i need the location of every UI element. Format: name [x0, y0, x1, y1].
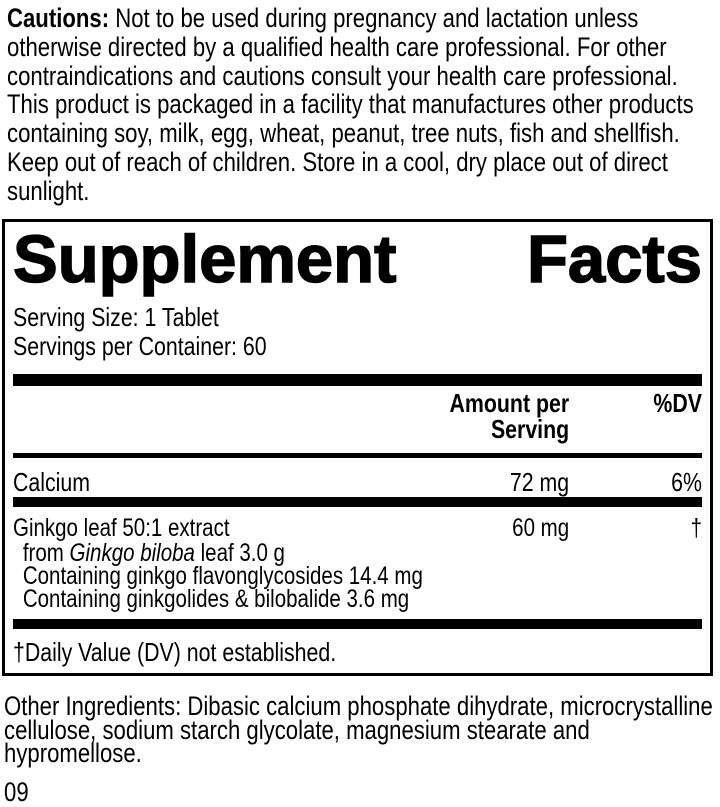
species-name: Ginkgo biloba: [69, 538, 195, 567]
divider-header: [13, 452, 702, 458]
supplement-label-page: Cautions: Not to be used during pregnanc…: [0, 4, 720, 807]
cautions-label: Cautions:: [7, 3, 110, 33]
header-spacer: [13, 390, 389, 442]
other-ingredients: Other Ingredients: Dibasic calcium phosp…: [4, 691, 713, 769]
table-header-wrap: Amount per Serving %DV: [13, 386, 702, 453]
ginkgo-ginkgolides-line: Containing ginkgolides & bilobalide 3.6 …: [22, 584, 410, 613]
column-amount-per-serving: Amount per Serving: [449, 387, 570, 444]
source-prefix: from: [22, 538, 70, 567]
divider-ginkgo: [13, 619, 702, 630]
table-header-row: Amount per Serving %DV: [13, 386, 702, 453]
title-word-supplement: Supplement: [12, 221, 397, 298]
servings-per-container: Servings per Container: 60: [13, 331, 267, 362]
ginkgo-source-line: from Ginkgo biloba leaf 3.0 g: [13, 538, 702, 567]
nutrient-amount: 72 mg: [509, 466, 570, 497]
divider-top-thick: [13, 373, 702, 386]
lot-code: 09: [4, 776, 29, 807]
cautions-body: Not to be used during pregnancy and lact…: [7, 3, 694, 206]
supplement-facts-panel: Supplement Facts Serving Size: 1 Tablet S…: [2, 218, 713, 677]
nutrient-amount: 60 mg: [512, 513, 570, 542]
nutrient-row-calcium: Calcium 72 mg 6%: [13, 458, 702, 497]
serving-info: Serving Size: 1 Tablet Servings per Cont…: [13, 301, 702, 362]
nutrient-name: Calcium: [13, 466, 91, 497]
calcium-row-wrap: Calcium 72 mg 6%: [13, 458, 702, 497]
dv-footnote: †Daily Value (DV) not established.: [13, 637, 337, 668]
nutrient-name: Ginkgo leaf 50:1 extract: [13, 513, 230, 542]
divider-calcium: [13, 496, 702, 507]
nutrient-row-ginkgo: Ginkgo leaf 50:1 extract 60 mg † from Gi…: [13, 507, 702, 620]
ginkgo-main-line: Ginkgo leaf 50:1 extract 60 mg †: [13, 514, 702, 542]
nutrient-dv: 6%: [671, 466, 702, 497]
supplement-facts-title: Supplement Facts: [12, 221, 703, 298]
source-suffix: leaf 3.0 g: [194, 538, 285, 567]
serving-size: Serving Size: 1 Tablet: [13, 301, 219, 332]
column-dv: %DV: [653, 387, 702, 418]
cautions-paragraph: Cautions: Not to be used during pregnanc…: [7, 4, 720, 206]
title-word-facts: Facts: [526, 221, 703, 298]
nutrient-dv: †: [690, 513, 702, 542]
ginkgo-flavonglycosides-line: Containing ginkgo flavonglycosides 14.4 …: [22, 561, 423, 590]
